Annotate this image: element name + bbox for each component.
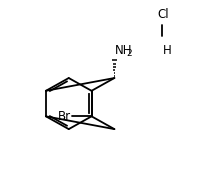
Text: Cl: Cl: [158, 8, 169, 21]
Text: NH: NH: [115, 44, 133, 57]
Text: 2: 2: [126, 49, 132, 58]
Text: H: H: [162, 44, 171, 57]
Text: Br: Br: [58, 110, 71, 123]
